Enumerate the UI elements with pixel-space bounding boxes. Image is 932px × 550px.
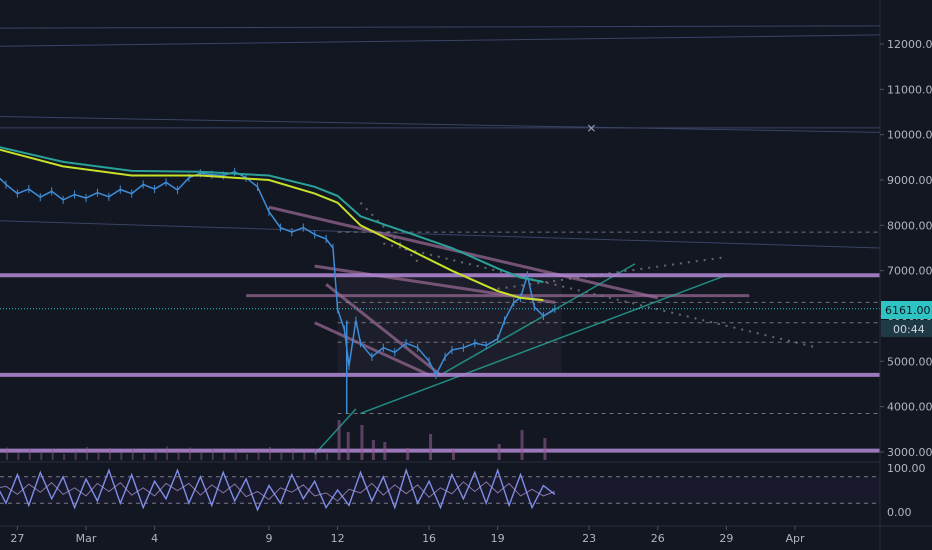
- volume-bar-6: [429, 434, 433, 460]
- current-price-tag: 6161.00 00:44: [881, 301, 932, 337]
- price-tick-label: 8000.00: [887, 219, 932, 232]
- volume-bar-4: [383, 442, 387, 460]
- volume-bar-2: [360, 425, 364, 460]
- oscillator-band-fill: [0, 476, 880, 504]
- volume-bar: [234, 449, 237, 460]
- volume-bar: [5, 447, 8, 460]
- horizontal-levels: [0, 231, 880, 453]
- ma-fast-line: [0, 148, 544, 302]
- price-tick-label: 7000.00: [887, 265, 932, 278]
- price-tick-label: 9000.00: [887, 174, 932, 187]
- ma-slow-line: [0, 146, 544, 283]
- volume-bar-8: [497, 444, 501, 460]
- time-tick-label: 19: [491, 532, 505, 545]
- oscillator-k-line: [0, 467, 556, 512]
- volume-bar: [40, 453, 43, 460]
- volume-bar: [291, 448, 294, 460]
- volume-bar: [200, 452, 203, 460]
- cross-marker-icon: ✕: [586, 121, 596, 135]
- time-axis[interactable]: 27 Mar 4 9 12 16 19 23 26 29 Apr: [10, 526, 805, 545]
- volume-bar: [51, 449, 54, 460]
- time-tick-label: 12: [331, 532, 345, 545]
- current-price-label: 6161.00: [885, 304, 931, 317]
- volume-bar: [120, 452, 123, 460]
- volume-bar: [166, 446, 169, 460]
- oscillator-d-line: [0, 481, 556, 502]
- volume-bar-10: [543, 438, 547, 460]
- price-series: [0, 167, 556, 460]
- volume-bar: [246, 454, 249, 460]
- volume-bar: [143, 453, 146, 460]
- time-tick-label: 29: [719, 532, 733, 545]
- volume-bar: [154, 450, 157, 460]
- volume-bar: [131, 449, 134, 460]
- projection-dotted-2: [497, 256, 727, 290]
- oscillator-pane: [0, 467, 880, 512]
- volume-bar: [268, 447, 271, 460]
- volume-bar: [257, 450, 260, 460]
- price-tick-label: 5000.00: [887, 355, 932, 368]
- rising-trendline-2: [360, 274, 727, 415]
- volume-bar-3: [371, 440, 375, 460]
- countdown-label: 00:44: [893, 323, 925, 336]
- price-tick-label: 4000.00: [887, 401, 932, 414]
- volume-bar-0: [337, 420, 341, 460]
- moving-averages: [0, 146, 544, 302]
- time-tick-label: 27: [10, 532, 24, 545]
- price-tick-label: 10000.00: [887, 129, 932, 142]
- time-tick-label: Apr: [785, 532, 805, 545]
- price-line: [0, 170, 556, 377]
- volume-bar: [177, 451, 180, 460]
- time-tick-label: 9: [265, 532, 272, 545]
- volume-bar-1: [346, 432, 350, 460]
- current-price-tag-bg: [881, 301, 932, 319]
- volume-bar: [188, 447, 191, 460]
- volume-bar: [97, 451, 100, 460]
- volume-bar: [63, 454, 66, 460]
- oscillator-tick-label: 0.00: [887, 506, 912, 519]
- time-tick-label: 23: [582, 532, 596, 545]
- volume-bar: [17, 452, 20, 460]
- price-tick-label: 12000.00: [887, 38, 932, 51]
- time-tick-label: Mar: [76, 532, 97, 545]
- volume-bar: [28, 448, 31, 460]
- volume-bar: [223, 453, 226, 460]
- crash-channel-lower: [314, 321, 430, 377]
- volume-bar: [280, 451, 283, 460]
- long-range-line-0: [0, 25, 881, 29]
- oscillator-tick-label: 100.00: [887, 462, 926, 475]
- volume-bar: [74, 450, 77, 460]
- time-tick-label: 16: [422, 532, 436, 545]
- volume-bar: [303, 452, 306, 460]
- long-range-line-1: [0, 34, 881, 47]
- volume-bar: [86, 447, 88, 460]
- countdown-tag-bg: [881, 320, 932, 337]
- consolidation-zone: [337, 275, 562, 375]
- oscillator-axis[interactable]: 100.00 0.00: [887, 462, 926, 519]
- long-range-line-4: [0, 220, 881, 249]
- volume-bar: [211, 448, 214, 460]
- volume-bar-5: [406, 448, 410, 460]
- volume-bar: [314, 449, 317, 460]
- time-tick-label: 26: [651, 532, 665, 545]
- volume-bar-9: [520, 430, 524, 460]
- long-range-line-2: [0, 116, 881, 133]
- time-tick-label: 4: [151, 532, 158, 545]
- price-tick-label: 3000.00: [887, 446, 932, 459]
- rising-trendline-1: [440, 263, 636, 376]
- volume-bar-7: [451, 450, 455, 460]
- volume-bar: [108, 448, 111, 460]
- crash-channel-upper: [325, 283, 442, 377]
- volume-bar: [326, 453, 329, 460]
- price-tick-label: 11000.00: [887, 83, 932, 96]
- rising-trendline-3: [314, 408, 357, 455]
- grid: [0, 25, 881, 375]
